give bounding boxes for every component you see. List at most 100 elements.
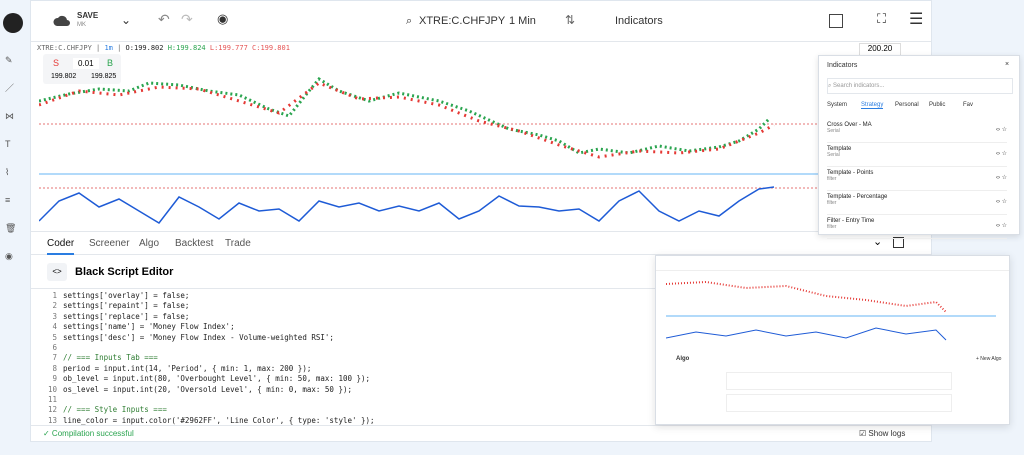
line-text: settings['desc'] = 'Money Flow Index - V…	[63, 332, 334, 342]
line-text: settings['repaint'] = false;	[63, 301, 190, 311]
indicator-name: Template - Points	[827, 170, 874, 176]
indicator-item[interactable]: Template - Points filter ‹› ☆	[827, 170, 1007, 191]
panel-tab[interactable]: Strategy	[861, 102, 884, 109]
code-line: 4 settings['name'] = 'Money Flow Index';	[41, 322, 661, 332]
buy-button[interactable]: B	[107, 58, 114, 68]
line-number: 9	[52, 374, 57, 384]
cloud-icon	[53, 15, 70, 26]
line-number: 8	[52, 363, 57, 373]
indicators-button[interactable]: Indicators	[615, 15, 663, 27]
tab[interactable]: Coder	[47, 238, 75, 255]
indicator-kind: Serial	[827, 152, 840, 158]
order-panel: S 0.01 B 199.802 199.825	[43, 54, 121, 84]
divider	[31, 288, 661, 289]
code-line: 11	[41, 395, 661, 405]
search-box[interactable]: ⌕ Search indicators...	[827, 78, 1013, 94]
dropdown-caret[interactable]: ⌄	[121, 13, 132, 27]
indicator-kind: filter	[827, 200, 837, 206]
show-logs[interactable]: ☑ Show logs	[859, 429, 906, 438]
code-line: 7 // === Inputs Tab ===	[41, 353, 661, 363]
panel-tab[interactable]: System	[827, 102, 848, 108]
line-text: period = input.int(14, 'Period', { min: …	[63, 363, 312, 373]
line-text: ob_level = input.int(80, 'Overbought Lev…	[63, 374, 371, 384]
line-number: 2	[52, 301, 57, 311]
close[interactable]: ×	[1005, 61, 1010, 68]
compile-status: ✓ Compilation successful	[43, 429, 134, 438]
indicator-item[interactable]: Template - Percentage filter ‹› ☆	[827, 194, 1007, 215]
app-window: SAVE MK ⌄ ↶ ↷ ◉ ⌕ XTRE:C.CHFJPY 1 Min ⇅ …	[3, 0, 932, 442]
ohlc-high: H:199.824	[167, 44, 206, 52]
bottom-tabs: Coder Screener Algo Backtest Trade ⌄	[31, 231, 931, 255]
drawing-tools: ✎ ／ ⋈ T ⌇ ≡ 🗑 ◉	[5, 55, 17, 261]
line-text: settings['name'] = 'Money Flow Index';	[63, 322, 235, 332]
indicator-kind: filter	[827, 224, 837, 230]
panel-title: Indicators	[827, 62, 858, 69]
panel-tab[interactable]: Fav	[963, 102, 974, 108]
eye-icon[interactable]: ◉	[217, 11, 229, 26]
redo[interactable]: ↷	[181, 11, 193, 27]
search-icon: ⌕	[406, 15, 413, 27]
candles-red	[39, 81, 775, 159]
maximize[interactable]	[893, 237, 904, 248]
indicator-actions: ‹› ☆	[995, 127, 1007, 133]
code-line: 6	[41, 343, 661, 353]
code-line: 13 line_color = input.color('#2962FF', 'L…	[41, 416, 661, 426]
undo[interactable]: ↶	[158, 11, 170, 27]
line-text: settings['replace'] = false;	[63, 311, 190, 321]
interval[interactable]: 1 Min	[509, 15, 536, 27]
tab[interactable]: Trade	[225, 238, 251, 249]
save-label[interactable]: SAVE	[77, 11, 99, 20]
line-text: // === Style Inputs ===	[63, 405, 167, 415]
indicator-actions: ‹› ☆	[995, 151, 1007, 157]
ohlc-open: O:199.802	[125, 44, 164, 52]
search-placeholder: Search indicators...	[833, 83, 885, 89]
panel-tab[interactable]: Personal	[895, 102, 919, 108]
ohlc-low: L:199.777	[209, 44, 248, 52]
price-chart	[39, 77, 819, 224]
menu-icon[interactable]: ☰	[909, 11, 924, 28]
panel-tab[interactable]: Public	[929, 102, 946, 108]
sell-price: 199.802	[51, 73, 77, 80]
line-text: settings['overlay'] = false;	[63, 291, 190, 300]
sell-button[interactable]: S	[53, 58, 60, 68]
code-icon: <>	[47, 263, 67, 281]
indicator-actions: ‹› ☆	[995, 175, 1007, 181]
inset-title: Algo	[676, 356, 690, 362]
line-number: 10	[47, 384, 57, 394]
quantity[interactable]: 0.01	[73, 58, 99, 69]
code-line: 3 settings['replace'] = false;	[41, 312, 661, 322]
status-bar: ✓ Compilation successful ☑ Show logs	[31, 425, 931, 442]
line-number: 5	[52, 332, 57, 342]
line-number: 4	[52, 322, 57, 332]
indicator-item[interactable]: Template Serial ‹› ☆	[827, 146, 1007, 167]
candles	[39, 77, 771, 155]
line-number: 7	[52, 353, 57, 363]
compare-icon[interactable]: ⇅	[565, 13, 576, 27]
indicator-name: Template - Percentage	[827, 194, 888, 200]
line-number: 6	[52, 342, 57, 352]
tab[interactable]: Backtest	[175, 238, 214, 249]
line-number: 1	[52, 291, 57, 300]
line-number: 12	[47, 405, 57, 415]
indicator-kind: filter	[827, 176, 837, 182]
symbol[interactable]: XTRE:C.CHFJPY	[419, 15, 506, 27]
inset-row	[726, 394, 952, 412]
collapse[interactable]: ⌄	[873, 236, 883, 248]
indicator-item[interactable]: Filter - Entry Time filter ‹› ☆	[827, 218, 1007, 239]
tab[interactable]: Algo	[139, 238, 160, 249]
code-editor[interactable]: 1 settings['overlay'] = false; 2 settings['…	[41, 291, 661, 426]
indicator-kind: Serial	[827, 128, 840, 134]
indicators-panel: Indicators × ⌕ Search indicators... Syst…	[818, 55, 1020, 239]
code-line: 12 // === Style Inputs ===	[41, 405, 661, 415]
tab[interactable]: Screener	[89, 238, 130, 249]
buy-price: 199.825	[91, 73, 117, 80]
toolbar: SAVE MK ⌄ ↶ ↷ ◉ ⌕ XTRE:C.CHFJPY 1 Min ⇅ …	[3, 1, 931, 42]
code-line: 1 settings['overlay'] = false;	[41, 291, 661, 301]
inset-row	[726, 372, 952, 390]
indicator-item[interactable]: Cross Over - MA Serial ‹› ☆	[827, 122, 1007, 143]
layout-icon[interactable]	[829, 14, 843, 28]
indicator-name: Filter - Entry Time	[827, 218, 875, 224]
inset-new: + New Algo	[976, 356, 1002, 362]
fullscreen-icon[interactable]: ⛶	[877, 11, 887, 26]
